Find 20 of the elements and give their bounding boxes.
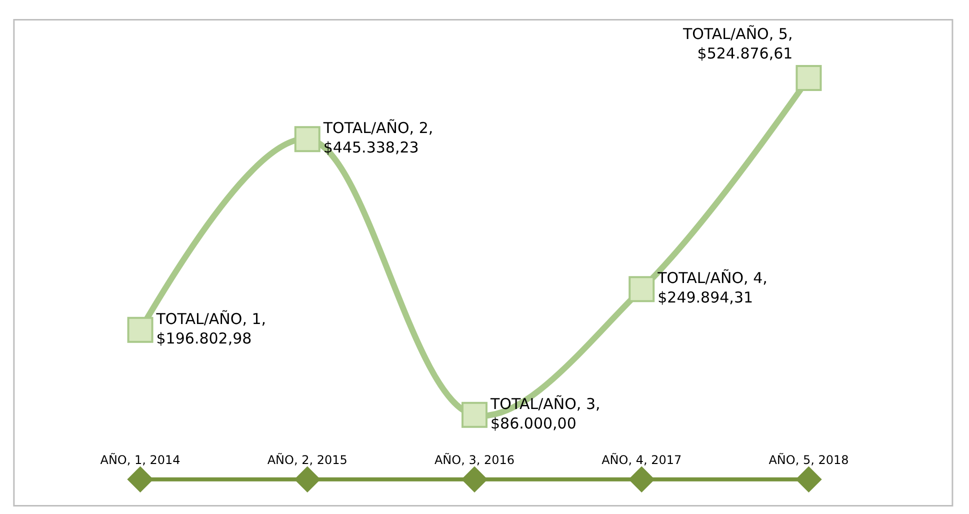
data-label: AÑO, 4, 2017 xyxy=(602,452,682,468)
point xyxy=(462,402,488,428)
point xyxy=(796,65,822,92)
point xyxy=(462,466,488,492)
data-label: AÑO, 5, 2018 xyxy=(768,452,849,468)
data-label: TOTAL/AÑO, 2, $445.338,23 xyxy=(322,119,434,157)
point xyxy=(127,316,154,343)
data-label: TOTAL/AÑO, 3, $86.000,00 xyxy=(490,394,600,432)
data-label: TOTAL/AÑO, 5, $524.876,61 xyxy=(682,24,793,62)
point xyxy=(628,276,655,302)
data-label: AÑO, 1, 2014 xyxy=(100,452,180,468)
point xyxy=(128,466,153,492)
data-label: AÑO, 3, 2016 xyxy=(434,452,515,468)
data-label: TOTAL/AÑO, 1, $196.802,98 xyxy=(155,310,266,348)
point xyxy=(294,466,320,492)
point xyxy=(796,466,822,492)
data-label: TOTAL/AÑO, 4, $249.894,31 xyxy=(656,269,768,307)
point xyxy=(628,466,654,492)
data-label: AÑO, 2, 2015 xyxy=(267,452,348,468)
point xyxy=(294,126,320,152)
